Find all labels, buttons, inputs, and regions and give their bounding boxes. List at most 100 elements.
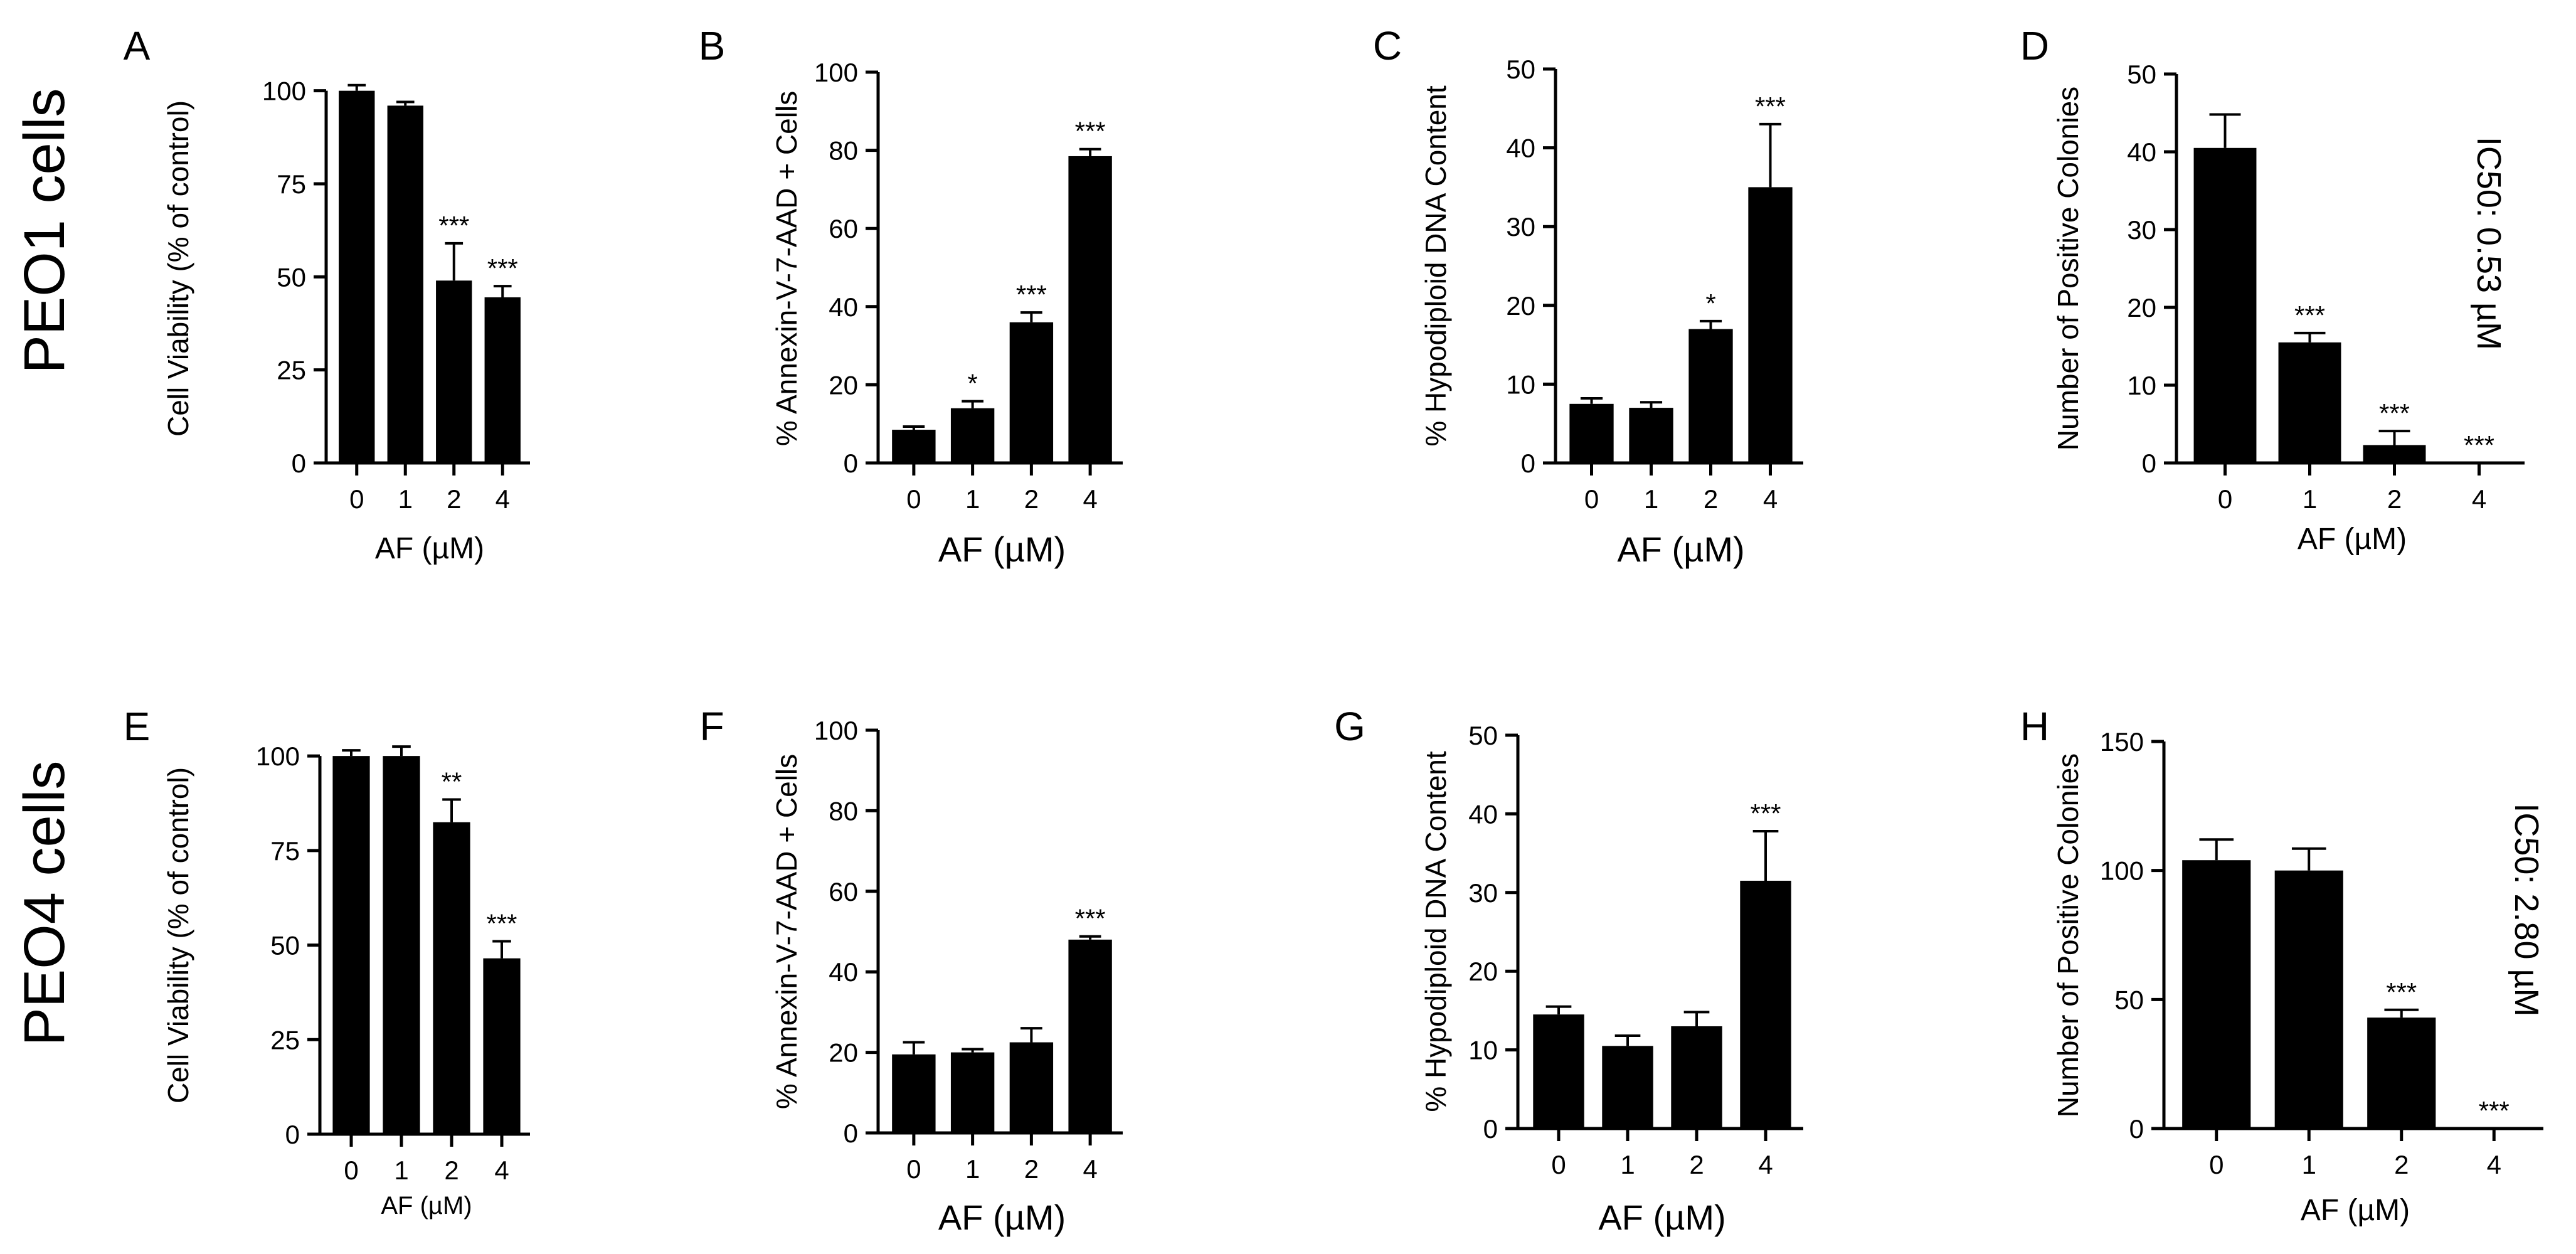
- panel-e: E 0 25 50 75 100 Cell Viability (% of control)…: [124, 704, 530, 1219]
- significance-h-2: ***: [2386, 977, 2417, 1007]
- bar-b-1: [950, 408, 995, 463]
- x-axis-label-b: AF (µM): [938, 529, 1066, 569]
- bar-h-1: [2274, 870, 2343, 1129]
- y-tick-label-c: 10: [1506, 369, 1535, 399]
- y-tick-label-g: 40: [1468, 799, 1498, 829]
- x-axis-label-h: AF (µM): [2301, 1194, 2410, 1227]
- y-tick-label-f: 80: [829, 796, 858, 826]
- x-tick-label-e: 1: [394, 1156, 408, 1185]
- y-tick-label-h: 150: [2100, 727, 2144, 757]
- significance-e-2: **: [442, 767, 462, 796]
- y-tick-label-e: 100: [256, 741, 300, 771]
- panel-f: F 0 20 40 60 80 100 % Annexin-V-7-AAD + Cells 0 1…: [699, 704, 1123, 1237]
- panel-letter-b: B: [699, 23, 726, 68]
- bar-g-1: [1602, 1046, 1653, 1129]
- significance-b-1: *: [967, 369, 977, 398]
- y-tick-label-e: 50: [270, 931, 300, 960]
- x-axis-label-a: AF (µM): [375, 532, 484, 565]
- ic50-annotation-h: IC50: 2.80 µM: [2508, 803, 2545, 1016]
- bar-g-2: [1671, 1026, 1722, 1129]
- y-tick-label-f: 100: [814, 716, 858, 745]
- bar-h-0: [2182, 860, 2251, 1129]
- x-tick-label-f: 2: [1024, 1154, 1039, 1184]
- x-tick-label-g: 4: [1758, 1150, 1773, 1179]
- x-tick-label-a: 2: [447, 484, 461, 514]
- panel-letter-f: F: [699, 704, 724, 749]
- y-tick-label-g: 50: [1468, 721, 1498, 750]
- x-tick-label-h: 1: [2302, 1150, 2316, 1179]
- y-tick-label-g: 10: [1468, 1036, 1498, 1065]
- y-tick-label-h: 100: [2100, 856, 2144, 886]
- row-label-peo4: PEO4 cells: [13, 760, 77, 1046]
- significance-d-4: ***: [2464, 430, 2494, 460]
- bar-f-1: [950, 1052, 995, 1133]
- y-tick-label-f: 0: [844, 1119, 858, 1148]
- significance-d-2: ***: [2379, 398, 2410, 428]
- panel-a: A 0 25 50 75 100 Cell Viability (% of control)…: [124, 23, 530, 565]
- x-tick-label-a: 4: [496, 484, 510, 514]
- x-tick-label-d: 0: [2218, 484, 2232, 514]
- y-tick-label-a: 75: [277, 169, 306, 199]
- y-tick-label-g: 0: [1483, 1114, 1498, 1144]
- x-tick-label-f: 0: [906, 1154, 921, 1184]
- y-tick-label-h: 50: [2114, 985, 2144, 1014]
- x-tick-label-b: 1: [965, 484, 980, 514]
- bar-c-0: [1569, 403, 1614, 463]
- x-axis-label-f: AF (µM): [938, 1198, 1066, 1237]
- bar-b-4: [1068, 156, 1112, 463]
- bar-c-4: [1748, 187, 1793, 463]
- bar-a-4: [484, 297, 521, 463]
- panel-d: D 0 10 20 30 40 50 Number of Positive Colonies 0…: [2020, 23, 2525, 556]
- bar-g-4: [1740, 880, 1791, 1129]
- y-tick-label-b: 60: [829, 214, 858, 243]
- y-tick-label-g: 30: [1468, 878, 1498, 908]
- panel-letter-a: A: [124, 23, 151, 68]
- y-tick-label-b: 40: [829, 292, 858, 322]
- y-tick-label-e: 75: [270, 836, 300, 866]
- y-tick-label-c: 0: [1521, 449, 1535, 478]
- panel-c: C 0 10 20 30 40 50 % Hypodiploid DNA Content 0 1 2…: [1373, 23, 1803, 569]
- panel-h: H 0 50 100 150 Number of Positive Colonies 0 1 2…: [2020, 704, 2545, 1227]
- panel-b: B 0 20 40 60 80 100 % Annexin-V-7-AAD + Cells 0 1…: [699, 23, 1123, 569]
- x-tick-label-g: 0: [1551, 1150, 1566, 1179]
- bar-f-2: [1009, 1042, 1054, 1133]
- y-tick-label-a: 50: [277, 262, 306, 292]
- x-tick-label-h: 2: [2394, 1150, 2409, 1179]
- y-axis-label-b: % Annexin-V-7-AAD + Cells: [770, 91, 803, 446]
- panel-letter-e: E: [124, 704, 151, 749]
- panel-letter-c: C: [1373, 23, 1402, 68]
- y-axis-label-c: % Hypodiploid DNA Content: [1419, 85, 1452, 447]
- y-tick-label-d: 30: [2127, 215, 2156, 245]
- bar-a-1: [387, 105, 423, 463]
- bar-e-4: [483, 958, 521, 1134]
- y-axis-label-f: % Annexin-V-7-AAD + Cells: [770, 754, 803, 1109]
- x-tick-label-e: 0: [344, 1156, 358, 1185]
- y-tick-label-c: 30: [1506, 212, 1535, 242]
- row-label-peo1: PEO1 cells: [13, 88, 77, 373]
- significance-c-4: ***: [1755, 92, 1786, 121]
- bar-d-0: [2193, 147, 2257, 464]
- x-tick-label-f: 1: [965, 1154, 980, 1184]
- x-tick-label-f: 4: [1083, 1154, 1097, 1184]
- y-tick-label-f: 40: [829, 957, 858, 987]
- y-tick-label-a: 25: [277, 356, 306, 385]
- y-tick-label-f: 20: [829, 1038, 858, 1068]
- panel-letter-d: D: [2020, 23, 2049, 68]
- x-tick-label-e: 2: [444, 1156, 458, 1185]
- significance-d-1: ***: [2294, 300, 2325, 330]
- bar-a-0: [339, 90, 375, 463]
- y-tick-label-c: 40: [1506, 134, 1535, 163]
- bar-b-0: [892, 430, 936, 463]
- bar-a-2: [436, 280, 472, 463]
- bar-h-2: [2367, 1018, 2436, 1129]
- y-axis-label-d: Number of Positive Colonies: [2052, 87, 2084, 450]
- y-tick-label-d: 10: [2127, 371, 2156, 400]
- x-tick-label-g: 1: [1620, 1150, 1635, 1179]
- panel-g: G 0 10 20 30 40 50 % Hypodiploid DNA Content 0 1 2…: [1334, 704, 1803, 1237]
- bar-f-0: [892, 1054, 936, 1133]
- significance-a-2: ***: [438, 211, 469, 240]
- panel-letter-h: H: [2020, 704, 2049, 749]
- y-tick-label-d: 40: [2127, 137, 2156, 167]
